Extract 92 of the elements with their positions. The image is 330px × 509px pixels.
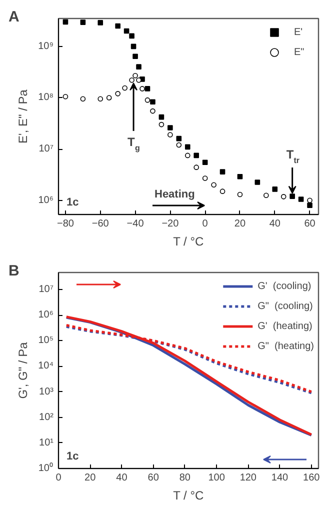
y-axis-title: E', E" / Pa: [16, 89, 30, 144]
point: [202, 176, 208, 181]
point: [140, 86, 145, 92]
point: [106, 95, 112, 100]
point: [98, 20, 104, 26]
x-tick-label: 20: [84, 472, 96, 484]
point: [307, 202, 312, 208]
legend-label: G' (heating): [258, 320, 312, 332]
point: [202, 160, 208, 166]
point: [237, 192, 243, 198]
y-tick-label: 10⁹: [38, 40, 54, 52]
point: [254, 180, 260, 185]
x-tick-label: 140: [271, 472, 289, 484]
point: [136, 78, 142, 83]
x-tick-label: 100: [208, 472, 226, 484]
point: [129, 78, 134, 83]
point: [130, 44, 136, 50]
point: [272, 186, 278, 192]
legend-label: G" (cooling): [258, 300, 313, 312]
point: [194, 152, 199, 158]
x-axis-title: T / °C: [173, 488, 204, 502]
point: [129, 33, 134, 39]
point: [80, 20, 86, 25]
annotation: 1c: [66, 450, 79, 462]
point: [168, 132, 173, 138]
point: [176, 136, 182, 142]
point: [144, 97, 150, 103]
x-tick-label: 0: [202, 218, 208, 230]
x-tick-label: 160: [303, 472, 320, 484]
x-tick-label: 0: [56, 472, 62, 484]
y-tick-label: 10²: [39, 412, 54, 423]
annotation: Heating: [154, 188, 195, 200]
point: [136, 64, 142, 70]
point: [132, 54, 138, 60]
point: [158, 122, 164, 128]
point: [211, 182, 216, 188]
point: [237, 174, 243, 180]
x-tick-label: −40: [126, 218, 144, 230]
annotation: 1c: [66, 196, 79, 208]
x-axis-title: T / °C: [173, 234, 204, 248]
legend-label: E': [294, 26, 304, 38]
x-tick-label: −80: [57, 218, 74, 230]
point: [168, 125, 173, 130]
x-tick-label: −60: [92, 218, 110, 230]
point: [184, 152, 190, 158]
point: [115, 23, 120, 29]
point: [132, 72, 138, 78]
y-tick-label: 10⁰: [38, 462, 54, 474]
y-tick-label: 10⁵: [38, 335, 54, 346]
y-tick-label: 10⁴: [38, 360, 54, 372]
point: [150, 108, 156, 114]
point: [124, 28, 130, 34]
y-axis-title: G', G" / Pa: [16, 342, 30, 399]
point: [62, 94, 68, 100]
point: [176, 142, 182, 148]
point: [264, 192, 269, 198]
point: [220, 188, 226, 194]
point: [220, 169, 226, 174]
y-tick-label: 10⁷: [38, 144, 54, 155]
point: [184, 144, 190, 150]
legend-label: G" (heating): [258, 340, 314, 352]
x-tick-label: 60: [148, 472, 160, 484]
y-tick-label: 10³: [39, 386, 54, 398]
x-tick-label: 120: [240, 472, 257, 484]
point: [158, 114, 164, 120]
y-tick-label: 10⁸: [38, 92, 54, 104]
x-tick-label: 20: [234, 218, 246, 230]
point: [280, 194, 286, 200]
x-tick-label: 80: [179, 472, 191, 484]
legend-label: G' (cooling): [258, 280, 312, 292]
point: [150, 99, 156, 105]
x-tick-label: 40: [116, 472, 128, 484]
y-tick-label: 10⁶: [38, 194, 54, 206]
text: B: [8, 262, 20, 280]
point: [98, 96, 104, 102]
point: [307, 198, 312, 203]
point: [80, 96, 86, 102]
text: A: [8, 8, 20, 26]
legend-label: E": [294, 46, 306, 58]
point: [290, 194, 295, 199]
x-tick-label: −20: [162, 218, 180, 230]
y-tick-label: 10⁷: [38, 284, 54, 295]
y-tick-label: 10¹: [39, 437, 54, 448]
point: [298, 196, 304, 202]
point: [194, 164, 199, 170]
point: [122, 85, 128, 91]
x-tick-label: 60: [304, 218, 316, 230]
point: [62, 19, 68, 25]
point: [144, 86, 150, 92]
x-tick-label: 40: [269, 218, 281, 230]
y-tick-label: 10⁶: [38, 310, 54, 321]
point: [115, 91, 120, 96]
